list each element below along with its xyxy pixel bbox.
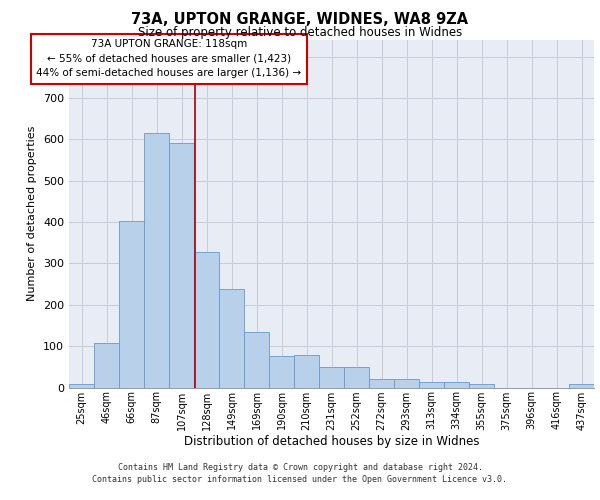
Text: 73A, UPTON GRANGE, WIDNES, WA8 9ZA: 73A, UPTON GRANGE, WIDNES, WA8 9ZA	[131, 12, 469, 28]
Bar	[269, 356, 294, 388]
Text: Contains public sector information licensed under the Open Government Licence v3: Contains public sector information licen…	[92, 475, 508, 484]
Bar	[119, 221, 144, 388]
Bar	[69, 384, 94, 388]
Bar	[444, 382, 469, 388]
Bar	[569, 384, 594, 388]
Y-axis label: Number of detached properties: Number of detached properties	[28, 126, 37, 302]
Bar	[94, 343, 119, 388]
X-axis label: Distribution of detached houses by size in Widnes: Distribution of detached houses by size …	[184, 436, 479, 448]
Text: 73A UPTON GRANGE: 118sqm
← 55% of detached houses are smaller (1,423)
44% of sem: 73A UPTON GRANGE: 118sqm ← 55% of detach…	[37, 39, 302, 78]
Bar	[294, 355, 319, 388]
Bar	[169, 142, 194, 388]
Bar	[219, 290, 244, 388]
Bar	[394, 379, 419, 388]
Bar	[469, 384, 494, 388]
Text: Size of property relative to detached houses in Widnes: Size of property relative to detached ho…	[138, 26, 462, 39]
Bar	[144, 133, 169, 388]
Bar	[319, 367, 344, 388]
Bar	[419, 382, 444, 388]
Text: Contains HM Land Registry data © Crown copyright and database right 2024.: Contains HM Land Registry data © Crown c…	[118, 464, 482, 472]
Bar	[344, 367, 369, 388]
Bar	[244, 332, 269, 388]
Bar	[194, 252, 219, 388]
Bar	[369, 379, 394, 388]
